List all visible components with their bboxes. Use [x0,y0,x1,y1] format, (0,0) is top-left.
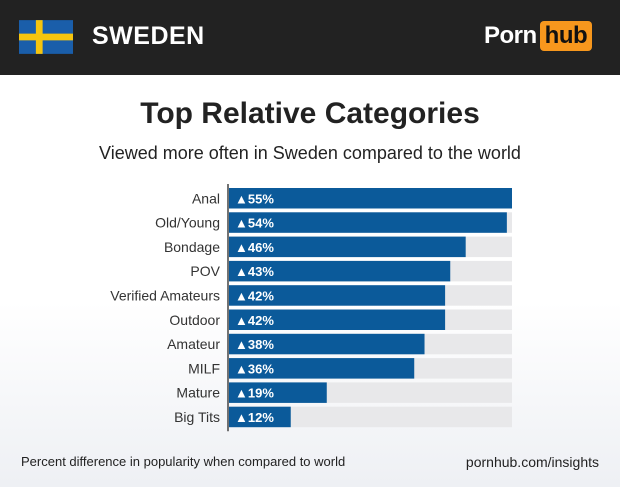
bar [229,382,327,403]
category-label: Bondage [164,239,220,255]
category-label: Big Tits [174,409,220,425]
country-name: SWEDEN [92,22,205,50]
category-label: Anal [192,190,220,206]
logo-text-left: Porn [484,22,537,49]
bar-track [229,406,512,428]
bar [229,333,425,355]
value-label: ▲19% [235,386,274,401]
category-label: Outdoor [169,312,220,328]
value-label: ▲36% [235,361,274,376]
bar [229,406,291,428]
bar [229,236,466,258]
sweden-flag-icon [19,20,73,54]
category-label: Verified Amateurs [110,287,220,303]
value-label: ▲12% [235,410,274,425]
bar [229,188,512,209]
value-label: ▲42% [235,288,274,303]
category-label: Mature [176,385,220,401]
category-label: Old/Young [155,215,220,231]
value-label: ▲38% [235,337,274,352]
chart-title: Top Relative Categories [140,97,480,130]
bar [229,285,446,306]
value-label: ▲54% [235,216,274,231]
value-label: ▲46% [235,240,274,255]
header-bar: SWEDEN Porn hub [0,0,620,75]
source-link: pornhub.com/insights [465,454,599,470]
category-label: MILF [188,360,220,376]
category-label: Amateur [167,336,220,352]
pornhub-logo: Porn hub [484,21,593,51]
footnote: Percent difference in popularity when co… [21,454,346,469]
bar [229,260,451,282]
flag-cross-horizontal [19,33,73,41]
chart-subtitle: Viewed more often in Sweden compared to … [99,143,521,163]
value-label: ▲42% [235,313,274,328]
value-label: ▲43% [235,264,274,279]
logo-text-right: hub [539,21,593,51]
value-label: ▲55% [235,191,274,206]
bar [229,212,507,233]
bar [229,309,446,330]
bar [229,358,415,379]
category-label: POV [190,263,220,279]
